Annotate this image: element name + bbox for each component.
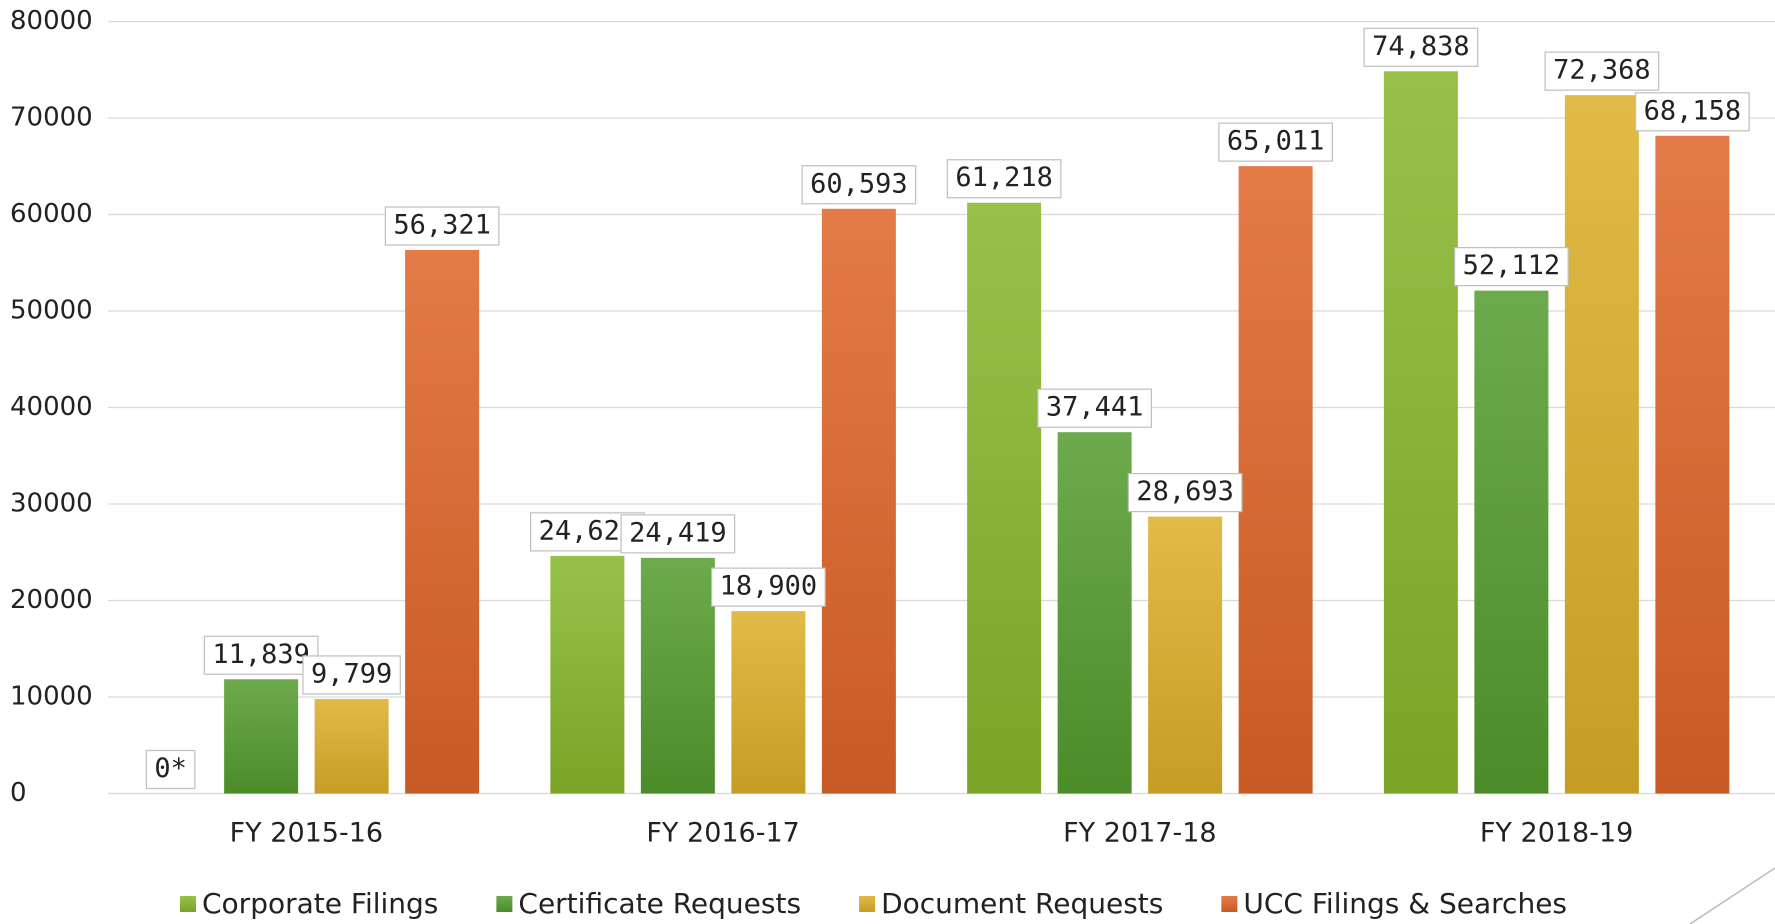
x-tick-label: FY 2018-19 <box>1480 818 1633 849</box>
legend-swatch <box>496 896 513 912</box>
y-tick-label: 40000 <box>10 392 93 422</box>
legend-label: Certificate Requests <box>518 887 801 920</box>
legend-swatch <box>180 896 196 912</box>
bar <box>1238 166 1313 794</box>
legend-swatch <box>859 896 876 912</box>
bar <box>1057 432 1132 794</box>
data-label: 9,799 <box>311 658 392 689</box>
bar <box>821 208 896 794</box>
data-label-box <box>1127 473 1243 513</box>
data-label-box <box>1218 122 1333 162</box>
data-label-box <box>620 514 736 554</box>
bar <box>1148 516 1223 794</box>
data-label-box <box>1635 92 1750 132</box>
y-tick-label: 0 <box>10 778 27 808</box>
data-label-box <box>1454 247 1569 287</box>
data-label: 52,112 <box>1463 250 1561 281</box>
x-tick-label: FY 2015-16 <box>230 818 383 849</box>
y-tick-label: 30000 <box>10 489 93 519</box>
data-label-box <box>1363 27 1479 67</box>
data-label: 18,900 <box>720 571 818 602</box>
data-label-box <box>145 749 196 790</box>
y-tick-label: 60000 <box>10 199 93 229</box>
data-label: 65,011 <box>1227 126 1325 157</box>
legend-label: Document Requests <box>881 887 1163 920</box>
bar <box>731 611 806 794</box>
bar <box>967 202 1042 794</box>
data-label: 72,368 <box>1553 55 1651 86</box>
y-tick-label: 70000 <box>10 103 93 133</box>
legend-label: Corporate Filings <box>202 887 438 920</box>
bar <box>1474 290 1549 794</box>
data-label-box <box>384 206 500 246</box>
data-label-box <box>711 567 826 607</box>
bar <box>640 557 715 794</box>
data-label: 24,626 <box>539 515 637 546</box>
legend-label: UCC Filings & Searches <box>1243 887 1567 920</box>
x-tick-label: FY 2016-17 <box>646 818 799 849</box>
bar <box>405 250 480 794</box>
data-label: 68,158 <box>1644 95 1742 126</box>
data-label: 60,593 <box>810 168 908 199</box>
bar <box>314 698 389 794</box>
data-label-box <box>801 165 917 205</box>
data-label-box <box>302 655 401 695</box>
data-label: 11,839 <box>212 639 310 670</box>
y-tick-label: 20000 <box>10 585 93 615</box>
data-label: 0* <box>154 753 187 784</box>
bar <box>1655 135 1730 794</box>
bar <box>550 555 625 794</box>
legend-swatch <box>1221 896 1238 912</box>
data-label: 24,419 <box>629 517 727 548</box>
bar <box>1564 95 1639 794</box>
data-label: 61,218 <box>955 162 1053 193</box>
data-label: 74,838 <box>1372 31 1470 62</box>
data-label: 28,693 <box>1136 476 1234 507</box>
data-label-box <box>1544 51 1660 91</box>
bar <box>1383 71 1458 794</box>
data-label-box <box>1037 388 1152 428</box>
decoration <box>1689 867 1775 924</box>
bar <box>224 679 299 794</box>
x-tick-label: FY 2017-18 <box>1063 818 1216 849</box>
y-tick-label: 80000 <box>10 6 93 36</box>
data-label: 37,441 <box>1046 392 1144 423</box>
data-label: 56,321 <box>393 210 491 241</box>
data-label-box <box>946 159 1062 199</box>
data-label-box <box>203 635 319 675</box>
y-tick-label: 10000 <box>10 682 93 712</box>
y-tick-label: 50000 <box>10 296 93 326</box>
